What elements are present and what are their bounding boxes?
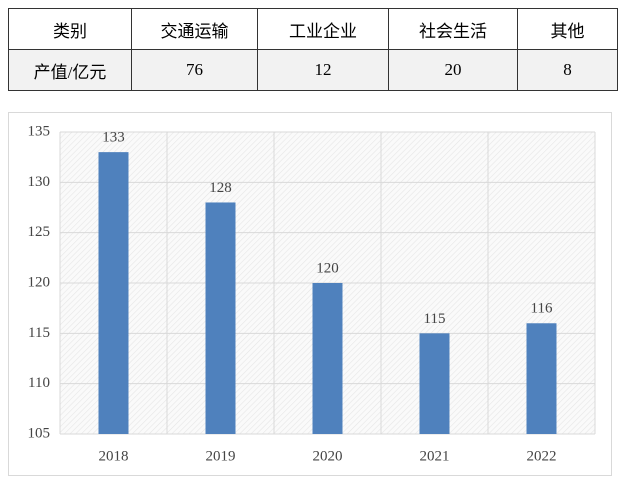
y-tick-label: 125 — [28, 224, 51, 240]
data-label: 116 — [531, 301, 553, 317]
data-label: 128 — [209, 180, 232, 196]
y-tick-label: 130 — [28, 174, 51, 190]
table-cell: 社会生活 — [388, 8, 518, 50]
y-tick-label: 105 — [28, 425, 51, 441]
table-cell: 其他 — [517, 8, 618, 50]
bar — [419, 333, 450, 434]
x-tick-label: 2022 — [527, 448, 557, 464]
data-row: 产值/亿元 76 12 20 8 — [8, 49, 618, 91]
x-tick-label: 2018 — [99, 448, 129, 464]
x-tick-label: 2021 — [420, 448, 450, 464]
y-tick-label: 135 — [28, 123, 51, 139]
table-cell: 76 — [131, 49, 258, 91]
y-tick-label: 120 — [28, 274, 51, 290]
data-table: 类别 交通运输 工业企业 社会生活 其他 产值/亿元 76 12 20 8 — [8, 8, 618, 91]
bar — [205, 202, 236, 434]
table-cell: 8 — [517, 49, 618, 91]
table-cell: 产值/亿元 — [8, 49, 132, 91]
data-label: 120 — [316, 260, 339, 276]
header-row: 类别 交通运输 工业企业 社会生活 其他 — [8, 8, 618, 50]
y-tick-label: 115 — [28, 325, 50, 341]
data-label: 115 — [424, 311, 446, 327]
data-label: 133 — [102, 130, 125, 146]
table-cell: 12 — [257, 49, 389, 91]
table-cell: 类别 — [8, 8, 132, 50]
bar — [526, 323, 557, 434]
x-tick-label: 2020 — [313, 448, 343, 464]
bar — [98, 152, 129, 434]
bar — [312, 283, 343, 434]
table-cell: 20 — [388, 49, 518, 91]
y-tick-label: 110 — [28, 375, 50, 391]
table-cell: 交通运输 — [131, 8, 258, 50]
x-tick-label: 2019 — [206, 448, 236, 464]
